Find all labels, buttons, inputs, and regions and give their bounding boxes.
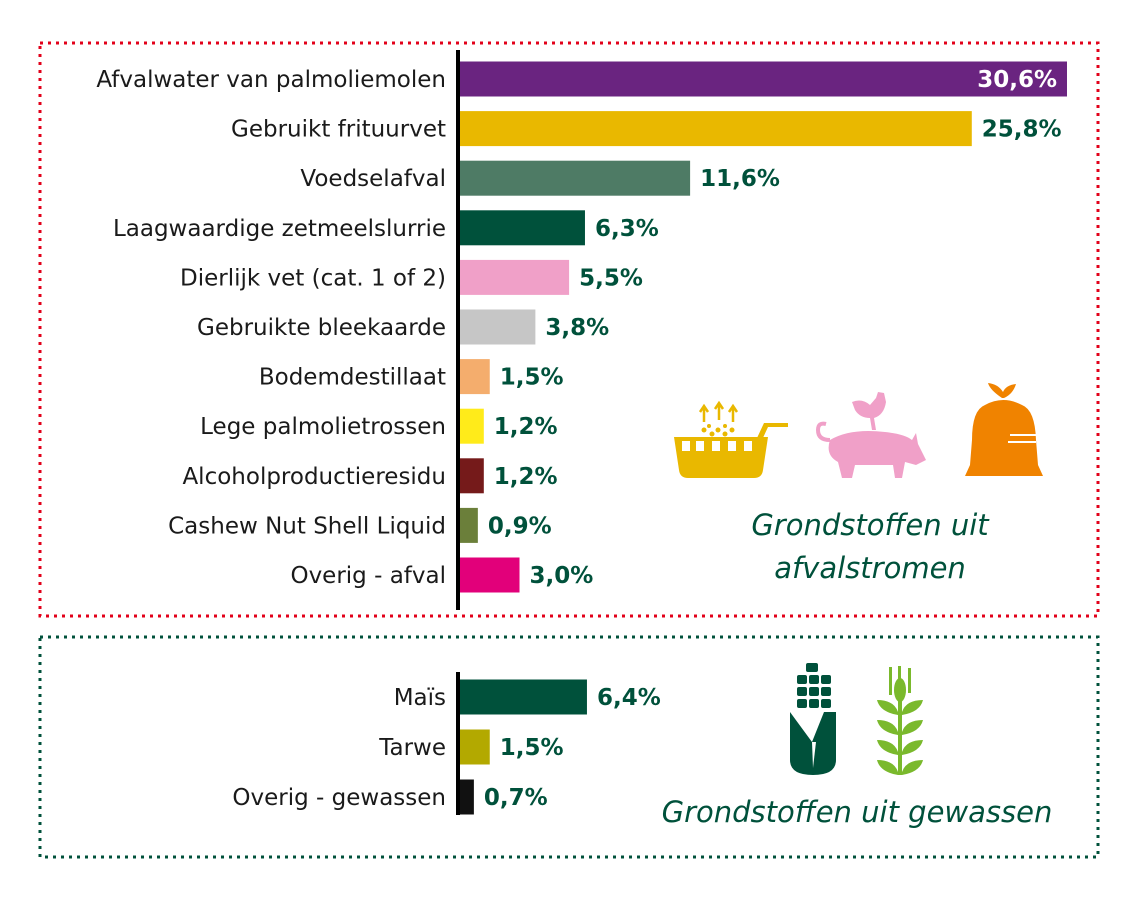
value-label: 5,5%: [579, 265, 643, 291]
category-label: Bodemdestillaat: [259, 365, 446, 391]
value-label: 6,4%: [597, 685, 661, 711]
bar: [460, 679, 587, 715]
category-label: Voedselafval: [300, 166, 446, 192]
value-label: 3,8%: [545, 315, 609, 341]
bar: [460, 779, 474, 815]
waste-bag-icon: [965, 383, 1043, 476]
value-label: 25,8%: [982, 117, 1062, 143]
category-label: Tarwe: [378, 735, 446, 761]
bar: [460, 259, 570, 295]
value-label: 30,6%: [977, 67, 1057, 93]
value-label: 1,5%: [500, 735, 564, 761]
bar: [460, 111, 972, 147]
waste-title-line1: Grondstoffen uit: [751, 508, 990, 542]
bar: [460, 729, 490, 765]
category-label: Gebruikte bleekaarde: [197, 315, 446, 341]
bar: [460, 557, 520, 593]
value-label: 1,2%: [494, 464, 558, 490]
bar: [460, 160, 691, 196]
bar: [460, 408, 484, 444]
crops-bars: Maïs 6,4% Tarwe 1,5% Overig - gewassen 0,7%: [232, 679, 661, 815]
fryer-icon: [674, 400, 788, 478]
category-label: Afvalwater van palmoliemolen: [96, 67, 446, 93]
wheat-icon: [877, 666, 923, 775]
bar: [460, 61, 1067, 97]
pig-chicken-icon: [815, 392, 926, 478]
crops-section-border: [38, 635, 1100, 859]
category-label: Lege palmolietrossen: [200, 414, 446, 440]
waste-title-line2: afvalstromen: [774, 551, 966, 585]
category-label: Overig - afval: [290, 563, 446, 589]
value-label: 6,3%: [595, 216, 659, 242]
bar: [460, 309, 536, 345]
category-label: Maïs: [394, 685, 446, 711]
bar: [460, 210, 585, 246]
crops-title: Grondstoffen uit gewassen: [662, 795, 1053, 829]
value-label: 11,6%: [700, 166, 780, 192]
category-label: Alcoholproductieresidu: [182, 464, 446, 490]
category-label: Laagwaardige zetmeelslurrie: [113, 216, 446, 242]
category-label: Cashew Nut Shell Liquid: [168, 513, 446, 539]
value-label: 3,0%: [530, 563, 594, 589]
value-label: 1,2%: [494, 414, 558, 440]
corn-icon: [790, 663, 836, 775]
bar: [460, 359, 490, 395]
value-label: 1,5%: [500, 365, 564, 391]
category-label: Gebruikt frituurvet: [231, 117, 446, 143]
value-label: 0,7%: [484, 785, 548, 811]
waste-section-border: [38, 41, 1100, 618]
waste-bars: Afvalwater van palmoliemolen 30,6% Gebruik…: [96, 61, 1067, 593]
bar: [460, 458, 484, 494]
category-label: Overig - gewassen: [232, 785, 446, 811]
value-label: 0,9%: [488, 513, 552, 539]
category-label: Dierlijk vet (cat. 1 of 2): [180, 265, 446, 291]
bar: [460, 507, 478, 543]
